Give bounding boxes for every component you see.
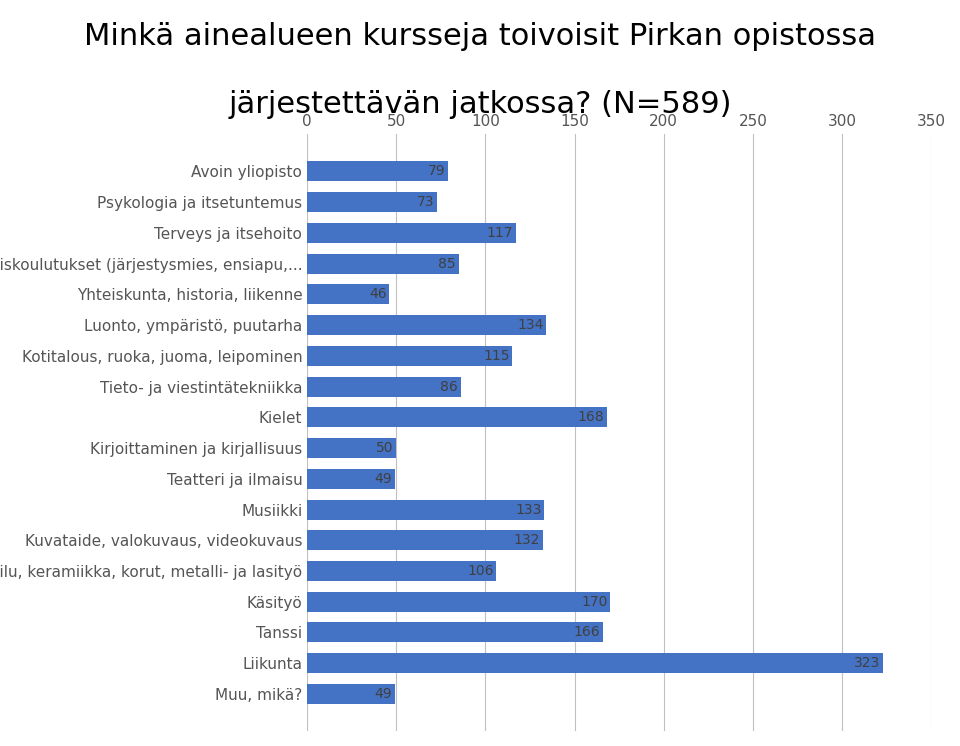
Bar <box>307 561 496 581</box>
Text: 323: 323 <box>854 656 880 670</box>
Bar <box>307 530 542 551</box>
Text: 117: 117 <box>487 226 513 240</box>
Text: 73: 73 <box>418 195 435 209</box>
Bar <box>307 438 396 458</box>
Bar <box>307 653 883 673</box>
Text: 115: 115 <box>483 349 510 363</box>
Text: järjestettävän jatkossa? (N=589): järjestettävän jatkossa? (N=589) <box>228 90 732 119</box>
Bar <box>307 377 461 397</box>
Text: 133: 133 <box>516 503 541 516</box>
Text: Minkä ainealueen kursseja toivoisit Pirkan opistossa: Minkä ainealueen kursseja toivoisit Pirk… <box>84 22 876 51</box>
Text: 132: 132 <box>514 533 540 548</box>
Text: 79: 79 <box>428 164 445 178</box>
Bar <box>307 468 395 489</box>
Bar <box>307 192 438 212</box>
Text: 86: 86 <box>440 380 458 394</box>
Bar <box>307 500 544 519</box>
Text: 50: 50 <box>376 441 394 455</box>
Bar <box>307 622 603 642</box>
Bar <box>307 315 546 335</box>
Bar <box>307 284 389 304</box>
Text: 85: 85 <box>439 257 456 271</box>
Text: 49: 49 <box>374 471 392 486</box>
Bar <box>307 592 611 612</box>
Bar <box>307 407 607 427</box>
Bar <box>307 346 513 366</box>
Bar <box>307 254 459 274</box>
Bar <box>307 223 516 243</box>
Text: 49: 49 <box>374 687 392 701</box>
Text: 106: 106 <box>467 564 493 578</box>
Text: 134: 134 <box>517 318 543 332</box>
Text: 166: 166 <box>574 625 601 639</box>
Text: 46: 46 <box>369 287 387 301</box>
Bar <box>307 161 448 181</box>
Bar <box>307 684 395 704</box>
Text: 168: 168 <box>577 410 604 424</box>
Text: 170: 170 <box>581 595 608 609</box>
